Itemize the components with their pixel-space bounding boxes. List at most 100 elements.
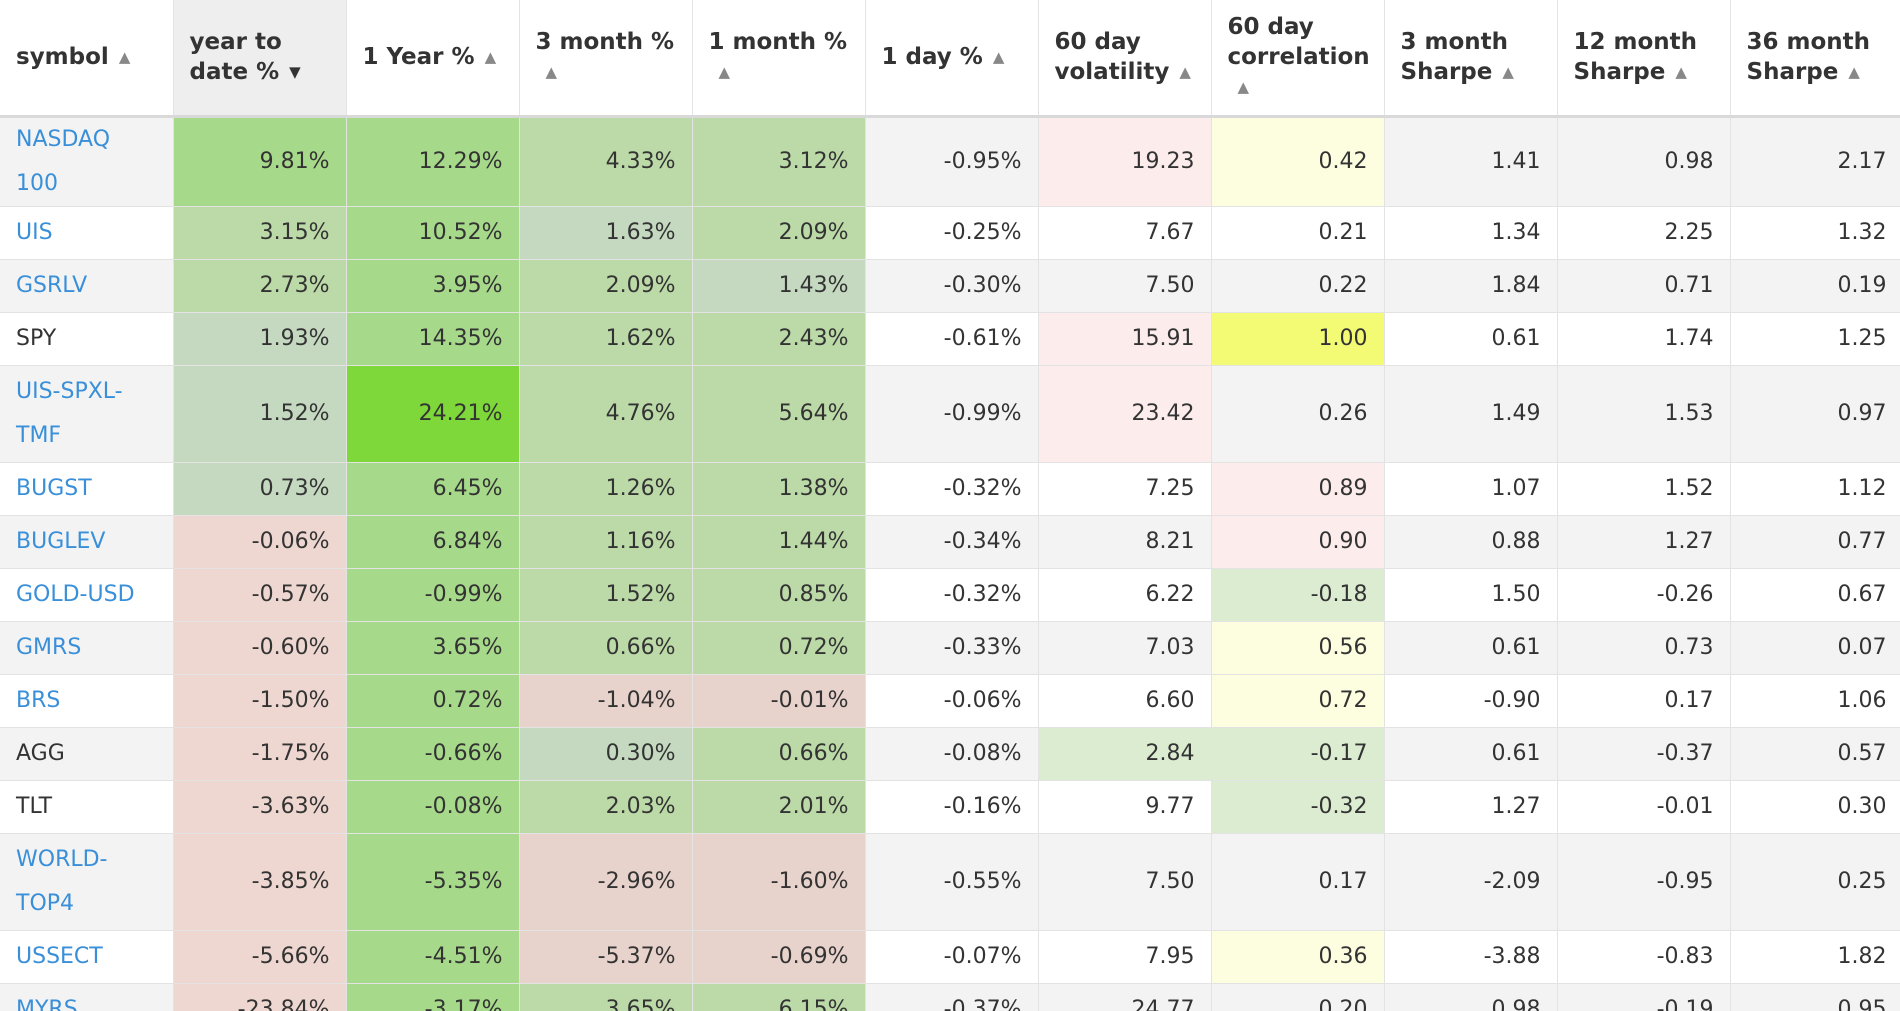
cell-3-month-sharpe: 1.50 [1384,568,1558,622]
sort-asc-icon[interactable]: ▲ [484,48,497,67]
sort-asc-icon[interactable]: ▲ [992,48,1005,67]
cell-60-day-volatility: 7.50 [1038,833,1212,931]
cell-36-month-sharpe: 1.32 [1730,206,1900,260]
sort-asc-icon[interactable]: ▲ [1848,63,1860,82]
symbol-text: AGG [16,740,65,766]
sort-asc-icon[interactable]: ▲ [1237,78,1250,97]
symbol-text: SPY [16,325,57,351]
symbol-link[interactable]: BUGLEV [16,528,106,554]
cell-1-year: -0.08% [346,780,520,834]
symbol-link[interactable]: GOLD-USD [16,581,135,607]
cell-year-to-date: 3.15% [173,206,347,260]
table-row: SPY 1.93% 14.35% 1.62% 2.43% -0.61% 15.91 1.00 0… [0,312,1900,366]
table-row: NASDAQ 100 9.81% 12.29% 4.33% 3.12% -0.95% 19.… [0,116,1900,207]
symbol-link[interactable]: BRS [16,687,61,713]
cell-symbol: BRS [0,674,174,728]
cell-36-month-sharpe: 0.57 [1730,727,1900,781]
cell-60-day-volatility: 24.77 [1038,983,1212,1011]
cell-60-day-correlation: 0.20 [1211,983,1385,1011]
cell-60-day-volatility: 7.50 [1038,259,1212,313]
symbol-link[interactable]: BUGST [16,475,92,501]
sort-asc-icon[interactable]: ▲ [1502,63,1514,82]
cell-1-year: 14.35% [346,312,520,366]
cell-3-month-sharpe: 1.34 [1384,206,1558,260]
cell-year-to-date: -1.50% [173,674,347,728]
table-row: GMRS -0.60% 3.65% 0.66% 0.72% -0.33% 7.03 0.56 0… [0,621,1900,675]
sort-asc-icon[interactable]: ▲ [118,48,131,67]
cell-1-month: 2.43% [692,312,866,366]
header-year-to-date[interactable]: year to date % ▼ [173,0,347,118]
sort-asc-icon[interactable]: ▲ [1675,63,1687,82]
cell-1-month: 3.12% [692,116,866,207]
cell-3-month: 4.76% [519,365,693,463]
cell-12-month-sharpe: 1.27 [1557,515,1731,569]
cell-1-year: 6.45% [346,462,520,516]
cell-1-month: 1.38% [692,462,866,516]
header-1-year[interactable]: 1 Year % ▲ [346,0,520,118]
table-row: BUGST 0.73% 6.45% 1.26% 1.38% -0.32% 7.25 0.89 1… [0,462,1900,516]
cell-36-month-sharpe: 0.77 [1730,515,1900,569]
header-60-day-volatility[interactable]: 60 day volatility ▲ [1038,0,1212,118]
cell-1-day: -0.55% [865,833,1039,931]
cell-60-day-volatility: 23.42 [1038,365,1212,463]
cell-1-year: -0.66% [346,727,520,781]
sort-asc-icon[interactable]: ▲ [545,63,558,82]
cell-1-year: 3.65% [346,621,520,675]
symbol-link[interactable]: UIS-SPXL-TMF [16,378,123,448]
cell-12-month-sharpe: 1.52 [1557,462,1731,516]
cell-60-day-correlation: 0.17 [1211,833,1385,931]
cell-symbol: NASDAQ 100 [0,116,174,207]
cell-60-day-volatility: 2.84 [1038,727,1212,781]
sort-asc-icon[interactable]: ▲ [718,63,731,82]
cell-60-day-volatility: 7.25 [1038,462,1212,516]
cell-3-month-sharpe: 1.07 [1384,462,1558,516]
cell-1-month: 0.85% [692,568,866,622]
header-3-month[interactable]: 3 month % ▲ [519,0,693,118]
cell-1-day: -0.32% [865,568,1039,622]
cell-12-month-sharpe: 1.53 [1557,365,1731,463]
cell-3-month-sharpe: -0.90 [1384,674,1558,728]
symbol-link[interactable]: USSECT [16,943,103,969]
header-60-day-correlation[interactable]: 60 day correlation ▲ [1211,0,1385,118]
symbol-link[interactable]: GSRLV [16,272,88,298]
symbol-text: TLT [16,793,53,819]
header-1-month[interactable]: 1 month % ▲ [692,0,866,118]
header-label: 12 month Sharpe [1573,29,1698,86]
cell-36-month-sharpe: 1.12 [1730,462,1900,516]
symbol-link[interactable]: MYRS [16,996,78,1011]
cell-1-month: 0.72% [692,621,866,675]
header-symbol[interactable]: symbol ▲ [0,0,174,118]
cell-1-year: 10.52% [346,206,520,260]
header-1-day[interactable]: 1 day % ▲ [865,0,1039,118]
header-3-month-sharpe[interactable]: 3 month Sharpe ▲ [1384,0,1558,118]
cell-1-month: -1.60% [692,833,866,931]
cell-symbol: BUGST [0,462,174,516]
table-row: WORLD-TOP4 -3.85% -5.35% -2.96% -1.60% -0.55%… [0,833,1900,931]
cell-60-day-volatility: 15.91 [1038,312,1212,366]
cell-60-day-correlation: 0.89 [1211,462,1385,516]
cell-1-year: -5.35% [346,833,520,931]
cell-1-month: 1.44% [692,515,866,569]
symbol-link[interactable]: UIS [16,219,53,245]
cell-year-to-date: -0.60% [173,621,347,675]
cell-60-day-correlation: -0.18 [1211,568,1385,622]
cell-3-month: 1.63% [519,206,693,260]
cell-3-month-sharpe: 0.61 [1384,621,1558,675]
cell-symbol: GSRLV [0,259,174,313]
header-12-month-sharpe[interactable]: 12 month Sharpe ▲ [1557,0,1731,118]
header-36-month-sharpe[interactable]: 36 month Sharpe ▲ [1730,0,1900,118]
cell-12-month-sharpe: -0.19 [1557,983,1731,1011]
symbol-link[interactable]: NASDAQ 100 [16,126,111,196]
header-row: symbol ▲ year to date % ▼ 1 Year % ▲ 3 mont… [0,0,1900,118]
cell-3-month: 2.09% [519,259,693,313]
sort-desc-icon[interactable]: ▼ [289,63,301,82]
symbol-link[interactable]: GMRS [16,634,82,660]
cell-36-month-sharpe: 0.95 [1730,983,1900,1011]
symbol-link[interactable]: WORLD-TOP4 [16,846,108,916]
sort-asc-icon[interactable]: ▲ [1179,63,1191,82]
cell-12-month-sharpe: -0.37 [1557,727,1731,781]
cell-3-month-sharpe: 0.61 [1384,727,1558,781]
cell-year-to-date: -0.57% [173,568,347,622]
cell-year-to-date: -3.63% [173,780,347,834]
